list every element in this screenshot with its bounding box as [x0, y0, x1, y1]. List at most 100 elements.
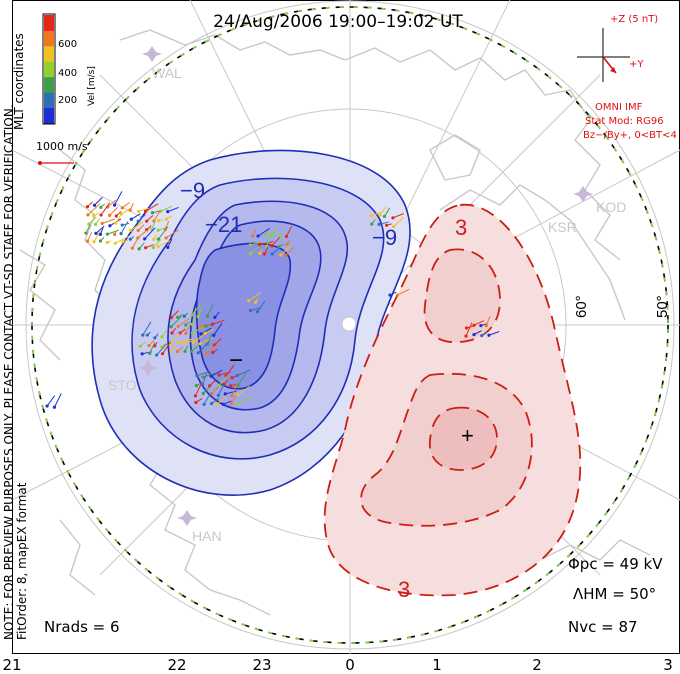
velocity-vector-origin [140, 352, 144, 356]
velocity-vector-origin [156, 244, 160, 249]
velocity-vector [171, 310, 179, 318]
velocity-vector [161, 328, 169, 338]
velocity-vector-origin [137, 209, 141, 213]
mlt-tick-3: 3 [663, 656, 673, 674]
velocity-vector [271, 226, 279, 237]
velocity-vector [250, 241, 263, 246]
velocity-vector-origin [128, 208, 132, 212]
velocity-vector [216, 396, 227, 405]
velocity-vector-origin [284, 253, 288, 257]
velocity-vector-origin [156, 237, 161, 241]
velocity-vector-origin [258, 242, 262, 247]
velocity-vector-origin [155, 353, 159, 357]
velocity-vector-origin [183, 349, 187, 353]
velocity-vector-origin [253, 300, 258, 304]
velocity-vector [100, 202, 111, 216]
velocity-vector-origin [196, 314, 200, 319]
velocity-vector-origin [120, 206, 124, 210]
colorbar-swatch [44, 107, 54, 124]
velocity-vector-origin [137, 247, 141, 251]
velocity-vector-origin [270, 244, 274, 248]
velocity-vector [194, 383, 202, 397]
velocity-vector [225, 364, 235, 377]
velocity-vector-origin [464, 334, 468, 338]
stat-n-vc: Nvc = 87 [568, 618, 638, 636]
velocity-vector-origin [121, 240, 125, 244]
velocity-vector-origin [202, 402, 206, 406]
velocity-vector-origin [262, 252, 267, 256]
velocity-vector-origin [160, 335, 164, 339]
velocity-vector [178, 338, 193, 344]
velocity-vector-origin [210, 322, 214, 327]
velocity-vector-origin [112, 203, 117, 207]
velocity-vector [204, 328, 215, 334]
velocity-vector-origin [223, 392, 227, 396]
velocity-vector-origin [157, 218, 161, 223]
velocity-vector [250, 307, 262, 311]
velocity-vector [392, 213, 404, 219]
velocity-vector-origin [176, 315, 180, 319]
velocity-vector-origin [264, 233, 268, 237]
velocity-vector-origin [92, 203, 97, 207]
velocity-vector-origin [114, 214, 118, 218]
velocity-vector-origin [93, 222, 98, 226]
velocity-vector [185, 324, 191, 334]
velocity-vector [107, 199, 117, 208]
mlt-coordinates-note: MLT coordinates [12, 33, 26, 130]
lat-label-50: 50° [654, 295, 671, 318]
scale-label: 1000 m/s [36, 140, 88, 153]
velocity-vector-origin [392, 224, 396, 229]
velocity-vector-origin [193, 394, 198, 398]
velocity-vector [257, 300, 266, 312]
velocity-vector-origin [136, 219, 140, 223]
velocity-vector-origin [94, 231, 98, 235]
velocity-vector-origin [248, 308, 253, 313]
velocity-vector [206, 343, 219, 354]
velocity-vector-origin [217, 373, 221, 377]
velocity-vector [87, 232, 93, 242]
velocity-vector-origin [211, 350, 215, 355]
velocity-vector-origin [395, 293, 399, 297]
velocity-vector [203, 393, 211, 405]
velocity-vector-origin [484, 324, 488, 328]
velocity-vector-origin [251, 234, 255, 238]
velocity-vector-origin [45, 404, 49, 408]
velocity-vector-origin [99, 205, 103, 209]
velocity-vector-origin [113, 241, 117, 245]
velocity-vector-origin [98, 239, 103, 243]
stat-phi-pc: Φpc = 49 kV [568, 555, 663, 573]
velocity-vector-origin [119, 212, 123, 216]
colorbar-swatch [44, 92, 54, 109]
velocity-vector-origin [92, 240, 96, 244]
velocity-vector [286, 225, 293, 237]
velocity-vector-origin [92, 214, 96, 218]
velocity-vector-origin [256, 234, 260, 238]
contour-label-pos-1: 3 [455, 215, 467, 240]
mlt-tick-23: 23 [252, 656, 271, 674]
velocity-vector-origin [391, 216, 395, 220]
imf-indicator: +Z (5 nT) +Y OMNI IMF Stat Mod: RG96 Bz−… [577, 14, 677, 141]
velocity-vector [206, 304, 214, 317]
velocity-vector [225, 390, 237, 395]
mlt-tick-21: 21 [2, 656, 21, 674]
velocity-vector-origin [472, 333, 476, 337]
velocity-vector [145, 203, 159, 212]
preview-note: NOTE: FOR PREVIEW PURPOSES ONLY. PLEASE … [2, 104, 16, 640]
stat-n-rads: Nrads = 6 [44, 618, 120, 636]
velocity-vector [196, 371, 210, 377]
velocity-vector-origin [153, 336, 157, 340]
velocity-vector-origin [204, 351, 209, 355]
velocity-vector [485, 316, 491, 326]
velocity-vector-origin [85, 239, 90, 243]
velocity-vector-origin [189, 349, 194, 353]
velocity-vector [197, 306, 203, 317]
velocity-vector [137, 214, 146, 222]
station-wal: WAL [152, 65, 182, 81]
velocity-vector-origin [236, 393, 240, 397]
stat-lambda-hm: ΛHM = 50° [573, 585, 656, 603]
velocity-vector [94, 197, 103, 206]
velocity-vector-origin [151, 245, 155, 250]
velocity-vector-origin [145, 219, 149, 223]
velocity-vector-origin [120, 223, 124, 227]
